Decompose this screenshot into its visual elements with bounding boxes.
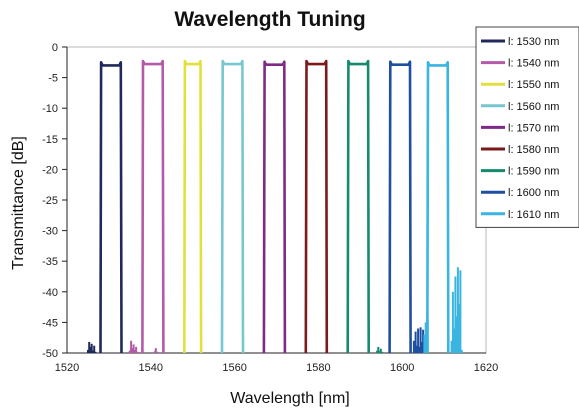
x-axis: 1520 1540 1560 1580 1600 1620 [55, 352, 498, 374]
legend-label: l: 1550 nm [508, 79, 559, 91]
noise-spikes-1 [87, 342, 97, 353]
series-line-8 [388, 60, 412, 354]
series-line-9 [426, 61, 450, 354]
legend-label: l: 1540 nm [508, 58, 559, 70]
series-line-7 [346, 59, 370, 354]
series-line-2 [141, 59, 165, 354]
noise-spikes-9 [423, 267, 463, 353]
noise-spikes-8 [412, 327, 425, 353]
plot-frame [66, 46, 487, 354]
x-tick-label: 1620 [474, 362, 498, 374]
y-axis-title: Transmittance [dB] [10, 136, 27, 270]
y-axis: 0 -5 -10 -15 -20 -25 -30 -35 -40 -45 -50 [42, 42, 68, 360]
series-line-6 [304, 59, 329, 354]
legend-label: l: 1590 nm [508, 166, 559, 178]
legend-label: l: 1570 nm [508, 122, 559, 134]
noise-spikes-2 [128, 340, 159, 353]
legend-label: l: 1600 nm [508, 187, 559, 199]
x-axis-title: Wavelength [nm] [230, 390, 349, 407]
y-tick-label: -45 [42, 317, 58, 329]
x-tick-label: 1580 [306, 362, 330, 374]
series-line-1 [99, 61, 123, 354]
y-tick-label: -35 [42, 256, 58, 268]
y-tick-label: -20 [42, 164, 58, 176]
x-tick-label: 1520 [55, 362, 79, 374]
x-tick-label: 1560 [222, 362, 246, 374]
y-tick-label: -5 [48, 73, 58, 85]
series-line-3 [183, 59, 203, 354]
y-tick-label: -25 [42, 195, 58, 207]
y-tick-label: -50 [42, 348, 58, 360]
y-tick-label: 0 [52, 42, 58, 54]
y-tick-label: -15 [42, 134, 58, 146]
series-line-4 [220, 59, 245, 354]
x-tick-label: 1540 [139, 362, 163, 374]
legend-label: l: 1610 nm [508, 209, 559, 221]
series-line-5 [262, 60, 287, 354]
noise-floor [87, 267, 463, 353]
legend-label: l: 1580 nm [508, 144, 559, 156]
series-lines [99, 59, 450, 354]
chart-title: Wavelength Tuning [174, 8, 365, 31]
x-tick-label: 1600 [390, 362, 414, 374]
legend-label: l: 1530 nm [508, 36, 559, 48]
y-tick-label: -40 [42, 287, 58, 299]
y-tick-label: -30 [42, 226, 58, 238]
noise-spikes-7 [376, 346, 384, 353]
legend-label: l: 1560 nm [508, 101, 559, 113]
y-tick-label: -10 [42, 103, 58, 115]
legend: l: 1530 nm l: 1540 nm l: 1550 nm l: 1560 nm… [475, 26, 579, 228]
